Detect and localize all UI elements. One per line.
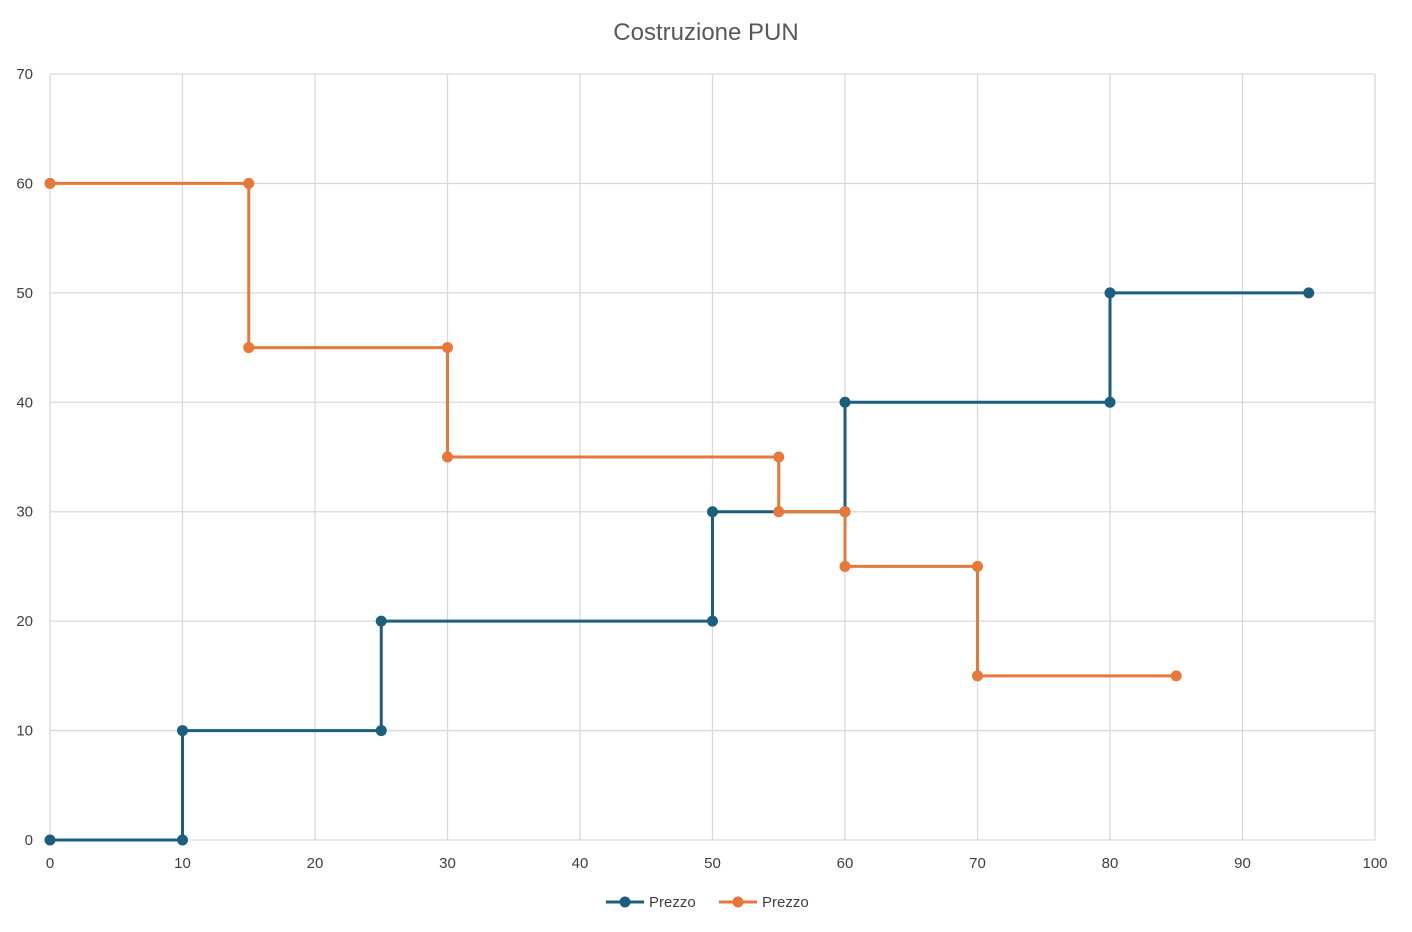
series-2	[44, 177, 1182, 682]
series-2-point[interactable]	[44, 177, 56, 189]
series-1-point[interactable]	[375, 615, 387, 627]
x-tick-label: 30	[439, 855, 456, 872]
legend-label: Prezzo	[762, 894, 809, 911]
series-1-point[interactable]	[177, 834, 188, 846]
series-2-point[interactable]	[972, 670, 983, 682]
series-2-point[interactable]	[773, 506, 785, 518]
x-tick-label: 80	[1102, 855, 1119, 872]
y-tick-label: 30	[16, 504, 33, 521]
series-1-point[interactable]	[177, 725, 188, 737]
legend-marker	[732, 896, 744, 908]
series-2-point[interactable]	[243, 177, 255, 189]
series-1	[44, 287, 1315, 846]
x-tick-label: 90	[1234, 855, 1251, 872]
y-tick-label: 50	[16, 285, 33, 302]
series-1-point[interactable]	[707, 506, 718, 518]
y-axis-ticks: 0 10 20 30 40 50 60 70	[16, 66, 33, 849]
legend-label: Prezzo	[649, 894, 696, 911]
x-tick-label: 70	[969, 855, 986, 872]
series-1-line	[50, 291, 1309, 842]
x-tick-label: 20	[307, 855, 324, 872]
series-1-point[interactable]	[707, 615, 718, 627]
series-layer	[44, 177, 1315, 846]
series-1-point[interactable]	[44, 834, 56, 846]
x-tick-label: 0	[46, 855, 54, 872]
legend-item-1[interactable]: Prezzo	[606, 894, 696, 911]
legend[interactable]: Prezzo Prezzo	[606, 894, 809, 911]
series-2-point[interactable]	[1170, 670, 1182, 682]
y-tick-label: 10	[16, 723, 33, 740]
legend-marker	[619, 896, 631, 908]
series-2-point[interactable]	[972, 560, 983, 572]
series-2-point[interactable]	[442, 451, 453, 463]
series-1-point[interactable]	[375, 725, 387, 737]
series-1-point[interactable]	[1104, 287, 1116, 299]
y-tick-label: 20	[16, 613, 33, 630]
series-2-point[interactable]	[839, 560, 851, 572]
y-tick-label: 0	[25, 832, 33, 849]
x-axis-ticks: 0 10 20 30 40 50 60 70 80 90 100	[46, 855, 1388, 872]
x-tick-label: 50	[704, 855, 721, 872]
series-1-point[interactable]	[1104, 396, 1116, 408]
x-tick-label: 10	[174, 855, 191, 872]
series-2-line	[50, 181, 1177, 678]
series-2-point[interactable]	[442, 342, 453, 354]
y-tick-label: 40	[16, 394, 33, 411]
series-1-point[interactable]	[1303, 287, 1315, 299]
chart-title: Costruzione PUN	[613, 19, 798, 46]
x-tick-label: 60	[837, 855, 854, 872]
y-tick-label: 70	[16, 66, 33, 83]
series-2-point[interactable]	[839, 506, 851, 518]
legend-item-2[interactable]: Prezzo	[719, 894, 809, 911]
series-1-point[interactable]	[839, 396, 851, 408]
series-2-point[interactable]	[773, 451, 785, 463]
series-2-point[interactable]	[243, 342, 255, 354]
y-tick-label: 60	[16, 175, 33, 192]
x-tick-label: 100	[1362, 855, 1387, 872]
x-tick-label: 40	[572, 855, 589, 872]
